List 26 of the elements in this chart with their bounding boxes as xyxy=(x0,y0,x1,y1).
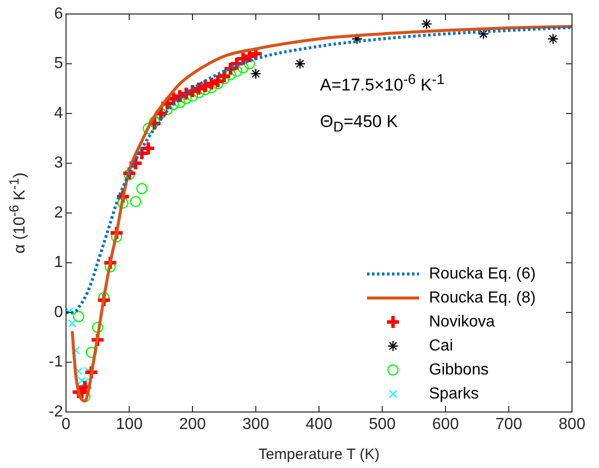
legend-label: Cai xyxy=(429,337,454,354)
x-tick-label: 800 xyxy=(558,416,586,434)
annotation: A=17.5×10$^{-6}$ K$^{-1}$ xyxy=(320,72,444,96)
y-tick-label: 3 xyxy=(54,154,64,172)
y-tick-label: -2 xyxy=(48,403,64,420)
y-tick-label: 2 xyxy=(54,204,64,222)
x-tick-label: 600 xyxy=(432,416,459,434)
legend-label: Roucka Eq. (6) xyxy=(429,265,536,282)
y-tick-label: -1 xyxy=(48,354,64,371)
legend-label: Sparks xyxy=(429,385,479,402)
legend-label: Roucka Eq. (8) xyxy=(429,289,536,306)
y-tick-label: 4 xyxy=(54,104,64,122)
x-tick-label: 300 xyxy=(242,416,270,434)
x-tick-label: 400 xyxy=(306,416,332,434)
x-axis-title: Temperature T (K) xyxy=(258,446,380,464)
x-tick-label: 500 xyxy=(368,416,396,434)
x-tick-label: 700 xyxy=(495,416,522,434)
y-tick-label: 6 xyxy=(54,5,64,22)
x-tick-label: 100 xyxy=(116,416,143,434)
legend-label: Gibbons xyxy=(429,361,489,378)
y-tick-label: 5 xyxy=(54,55,64,72)
y-tick-label: 1 xyxy=(54,254,64,272)
y-tick-label: 0 xyxy=(54,304,64,321)
legend-label: Novikova xyxy=(429,313,495,330)
x-tick-label: 200 xyxy=(179,416,206,434)
annotation: Θ$_{D}$=450 K xyxy=(320,112,398,136)
